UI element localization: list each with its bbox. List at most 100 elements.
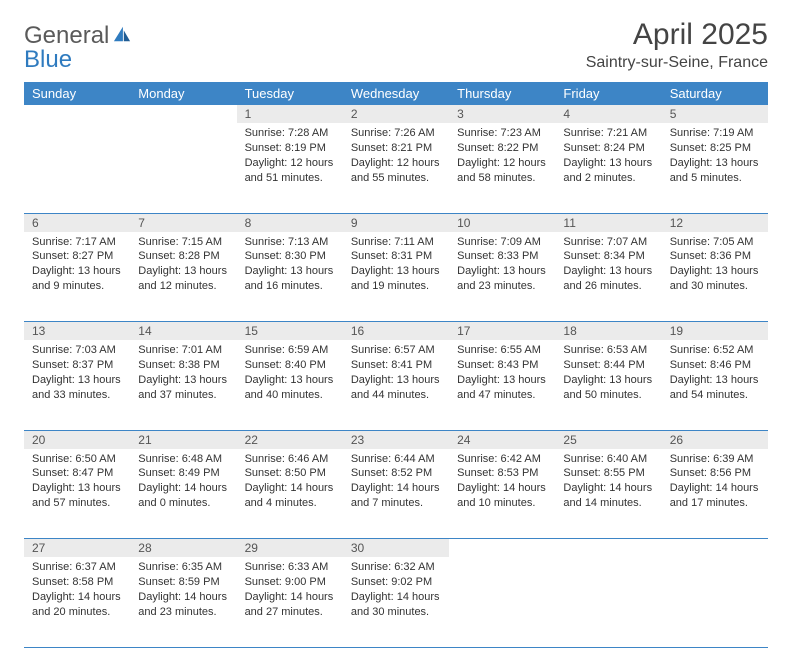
day-content: Sunrise: 6:39 AMSunset: 8:56 PMDaylight:… <box>662 449 768 517</box>
day-content: Sunrise: 6:46 AMSunset: 8:50 PMDaylight:… <box>237 449 343 517</box>
day-cell: Sunrise: 6:39 AMSunset: 8:56 PMDaylight:… <box>662 449 768 539</box>
day-number-cell: 4 <box>555 105 661 123</box>
logo-text-blue: Blue <box>24 48 132 72</box>
sunrise-text: Sunrise: 7:11 AM <box>351 235 441 250</box>
sunrise-text: Sunrise: 6:59 AM <box>245 343 335 358</box>
sunrise-text: Sunrise: 6:52 AM <box>670 343 760 358</box>
day-number-cell: 18 <box>555 322 661 341</box>
sunset-text: Sunset: 8:50 PM <box>245 466 335 481</box>
day-number-cell: 6 <box>24 213 130 232</box>
day-number-cell: 22 <box>237 430 343 449</box>
sunrise-text: Sunrise: 7:01 AM <box>138 343 228 358</box>
location: Saintry-sur-Seine, France <box>586 54 768 72</box>
sunset-text: Sunset: 8:58 PM <box>32 575 122 590</box>
weekday-header-row: SundayMondayTuesdayWednesdayThursdayFrid… <box>24 82 768 105</box>
day-content: Sunrise: 6:50 AMSunset: 8:47 PMDaylight:… <box>24 449 130 517</box>
month-title: April 2025 <box>586 18 768 52</box>
title-block: April 2025 Saintry-sur-Seine, France <box>586 18 768 72</box>
day-cell: Sunrise: 6:57 AMSunset: 8:41 PMDaylight:… <box>343 340 449 430</box>
day-content: Sunrise: 6:57 AMSunset: 8:41 PMDaylight:… <box>343 340 449 408</box>
daylight-text: Daylight: 12 hours and 55 minutes. <box>351 156 441 186</box>
day-number-row: 6789101112 <box>24 213 768 232</box>
sunset-text: Sunset: 9:02 PM <box>351 575 441 590</box>
day-content: Sunrise: 7:03 AMSunset: 8:37 PMDaylight:… <box>24 340 130 408</box>
daylight-text: Daylight: 13 hours and 57 minutes. <box>32 481 122 511</box>
day-cell: Sunrise: 7:11 AMSunset: 8:31 PMDaylight:… <box>343 232 449 322</box>
day-content: Sunrise: 7:17 AMSunset: 8:27 PMDaylight:… <box>24 232 130 300</box>
day-content: Sunrise: 6:44 AMSunset: 8:52 PMDaylight:… <box>343 449 449 517</box>
day-number-cell: 3 <box>449 105 555 123</box>
sunrise-text: Sunrise: 7:19 AM <box>670 126 760 141</box>
sunrise-text: Sunrise: 6:32 AM <box>351 560 441 575</box>
day-number-cell: 20 <box>24 430 130 449</box>
daylight-text: Daylight: 13 hours and 26 minutes. <box>563 264 653 294</box>
day-content: Sunrise: 7:07 AMSunset: 8:34 PMDaylight:… <box>555 232 661 300</box>
day-number-cell <box>24 105 130 123</box>
day-cell <box>662 557 768 647</box>
day-cell: Sunrise: 7:15 AMSunset: 8:28 PMDaylight:… <box>130 232 236 322</box>
day-number-row: 20212223242526 <box>24 430 768 449</box>
logo-text-general: General <box>24 24 109 48</box>
day-cell: Sunrise: 6:32 AMSunset: 9:02 PMDaylight:… <box>343 557 449 647</box>
sunset-text: Sunset: 8:43 PM <box>457 358 547 373</box>
day-number-cell <box>555 539 661 558</box>
day-cell: Sunrise: 7:17 AMSunset: 8:27 PMDaylight:… <box>24 232 130 322</box>
sunset-text: Sunset: 8:47 PM <box>32 466 122 481</box>
sunrise-text: Sunrise: 7:21 AM <box>563 126 653 141</box>
weekday-header: Friday <box>555 82 661 105</box>
day-number-cell: 19 <box>662 322 768 341</box>
daylight-text: Daylight: 13 hours and 23 minutes. <box>457 264 547 294</box>
day-number-row: 13141516171819 <box>24 322 768 341</box>
day-number-cell: 25 <box>555 430 661 449</box>
sunrise-text: Sunrise: 7:05 AM <box>670 235 760 250</box>
daylight-text: Daylight: 14 hours and 7 minutes. <box>351 481 441 511</box>
day-content: Sunrise: 7:09 AMSunset: 8:33 PMDaylight:… <box>449 232 555 300</box>
day-cell: Sunrise: 7:26 AMSunset: 8:21 PMDaylight:… <box>343 123 449 213</box>
day-cell: Sunrise: 7:19 AMSunset: 8:25 PMDaylight:… <box>662 123 768 213</box>
day-content: Sunrise: 7:01 AMSunset: 8:38 PMDaylight:… <box>130 340 236 408</box>
day-content: Sunrise: 6:42 AMSunset: 8:53 PMDaylight:… <box>449 449 555 517</box>
sunrise-text: Sunrise: 7:09 AM <box>457 235 547 250</box>
day-content: Sunrise: 7:11 AMSunset: 8:31 PMDaylight:… <box>343 232 449 300</box>
daylight-text: Daylight: 13 hours and 5 minutes. <box>670 156 760 186</box>
daylight-text: Daylight: 13 hours and 9 minutes. <box>32 264 122 294</box>
daylight-text: Daylight: 13 hours and 50 minutes. <box>563 373 653 403</box>
day-content: Sunrise: 7:26 AMSunset: 8:21 PMDaylight:… <box>343 123 449 191</box>
daylight-text: Daylight: 13 hours and 47 minutes. <box>457 373 547 403</box>
sunset-text: Sunset: 9:00 PM <box>245 575 335 590</box>
day-cell: Sunrise: 6:59 AMSunset: 8:40 PMDaylight:… <box>237 340 343 430</box>
sunrise-text: Sunrise: 7:17 AM <box>32 235 122 250</box>
sunset-text: Sunset: 8:44 PM <box>563 358 653 373</box>
sunrise-text: Sunrise: 7:03 AM <box>32 343 122 358</box>
week-row: Sunrise: 6:50 AMSunset: 8:47 PMDaylight:… <box>24 449 768 539</box>
day-number-cell: 15 <box>237 322 343 341</box>
daylight-text: Daylight: 13 hours and 54 minutes. <box>670 373 760 403</box>
weekday-header: Tuesday <box>237 82 343 105</box>
daylight-text: Daylight: 14 hours and 30 minutes. <box>351 590 441 620</box>
week-row: Sunrise: 7:03 AMSunset: 8:37 PMDaylight:… <box>24 340 768 430</box>
sunset-text: Sunset: 8:19 PM <box>245 141 335 156</box>
sunrise-text: Sunrise: 6:57 AM <box>351 343 441 358</box>
sunset-text: Sunset: 8:41 PM <box>351 358 441 373</box>
weekday-header: Sunday <box>24 82 130 105</box>
day-number-cell: 26 <box>662 430 768 449</box>
daylight-text: Daylight: 13 hours and 40 minutes. <box>245 373 335 403</box>
daylight-text: Daylight: 14 hours and 17 minutes. <box>670 481 760 511</box>
day-cell: Sunrise: 7:09 AMSunset: 8:33 PMDaylight:… <box>449 232 555 322</box>
day-number-cell: 10 <box>449 213 555 232</box>
day-number-cell: 13 <box>24 322 130 341</box>
sunrise-text: Sunrise: 7:07 AM <box>563 235 653 250</box>
day-content: Sunrise: 6:33 AMSunset: 9:00 PMDaylight:… <box>237 557 343 625</box>
day-content: Sunrise: 7:05 AMSunset: 8:36 PMDaylight:… <box>662 232 768 300</box>
daylight-text: Daylight: 13 hours and 44 minutes. <box>351 373 441 403</box>
sunrise-text: Sunrise: 6:35 AM <box>138 560 228 575</box>
day-cell: Sunrise: 7:05 AMSunset: 8:36 PMDaylight:… <box>662 232 768 322</box>
day-content: Sunrise: 7:21 AMSunset: 8:24 PMDaylight:… <box>555 123 661 191</box>
sunset-text: Sunset: 8:30 PM <box>245 249 335 264</box>
day-cell: Sunrise: 7:28 AMSunset: 8:19 PMDaylight:… <box>237 123 343 213</box>
sunrise-text: Sunrise: 6:48 AM <box>138 452 228 467</box>
sunrise-text: Sunrise: 6:50 AM <box>32 452 122 467</box>
day-cell: Sunrise: 6:33 AMSunset: 9:00 PMDaylight:… <box>237 557 343 647</box>
day-number-cell: 1 <box>237 105 343 123</box>
week-row: Sunrise: 6:37 AMSunset: 8:58 PMDaylight:… <box>24 557 768 647</box>
